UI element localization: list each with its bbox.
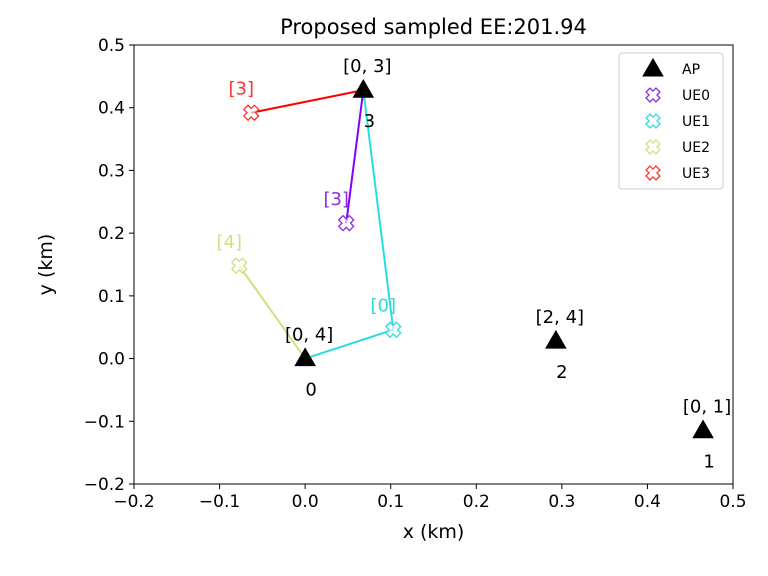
ue-point-ue3 — [242, 104, 260, 122]
ap-point-2 — [545, 329, 567, 349]
ue-label-ue0: [3] — [323, 189, 349, 210]
link-line-ue3-ap3 — [251, 89, 364, 114]
chart-title: Proposed sampled EE:201.94 — [280, 15, 587, 39]
y-tick-label: 0.1 — [98, 287, 125, 307]
y-tick-label: 0.5 — [98, 36, 125, 56]
ap-label-1: [0, 1] — [683, 397, 731, 418]
ap-point-3 — [352, 78, 375, 98]
ue-point-ue1 — [384, 321, 402, 339]
ap-point-1 — [692, 419, 714, 439]
ue-label-ue1: [0] — [371, 296, 397, 317]
legend: AP UE0 UE1 UE2 UE3 — [618, 52, 724, 190]
x-tick-label: 0.0 — [292, 492, 319, 512]
link-line-ue2-ap0 — [238, 265, 306, 360]
legend-box — [618, 52, 724, 190]
ap-id-2: 2 — [556, 362, 567, 383]
legend-label-ap: AP — [682, 62, 700, 78]
points — [230, 78, 714, 439]
plot-frame — [133, 44, 734, 485]
x-axis-ticks: −0.2 −0.1 0.0 0.1 0.2 0.3 0.4 0.5 — [113, 484, 747, 512]
link-line-ue0-ap3 — [345, 90, 365, 224]
y-tick-label: 0.3 — [98, 161, 125, 181]
y-axis-ticks: −0.2 −0.1 0.0 0.1 0.2 0.3 0.4 0.5 — [84, 36, 134, 495]
annotations: [0, 4] 0 [0, 1] 1 [2, 4] 2 [0, 3] 3 [3] [0] [4] [3] — [217, 56, 732, 473]
y-tick-label: 0.0 — [98, 350, 125, 370]
legend-ue3-marker — [645, 165, 661, 181]
ap-point-0 — [294, 347, 316, 367]
x-tick-label: 0.4 — [634, 492, 661, 512]
x-tick-label: 0.2 — [463, 492, 490, 512]
ap-label-3: [0, 3] — [343, 56, 391, 77]
x-tick-label: 0.3 — [548, 492, 575, 512]
ue-label-ue2: [4] — [217, 232, 243, 253]
legend-label-ue2: UE2 — [682, 140, 710, 156]
link-line-ue1-ap3 — [362, 90, 395, 330]
y-tick-label: −0.1 — [84, 412, 125, 432]
legend-label-ue1: UE1 — [682, 114, 710, 130]
x-axis-label: x (km) — [403, 521, 465, 543]
ap-id-0: 0 — [305, 380, 316, 401]
ap-label-0: [0, 4] — [285, 325, 333, 346]
y-tick-label: −0.2 — [84, 475, 125, 495]
y-axis-label: y (km) — [35, 234, 57, 296]
ap-label-2: [2, 4] — [536, 307, 584, 328]
legend-label-ue3: UE3 — [682, 166, 710, 182]
ap-id-3: 3 — [364, 111, 375, 132]
x-tick-label: 0.1 — [377, 492, 404, 512]
ue-point-ue2 — [230, 257, 248, 275]
y-tick-label: 0.2 — [98, 224, 125, 244]
link-line-ue1-ap0 — [304, 328, 394, 360]
legend-ue2-marker — [645, 139, 661, 155]
legend-ap-marker — [642, 57, 664, 77]
legend-ue1-marker — [645, 113, 661, 129]
x-tick-label: −0.2 — [113, 492, 154, 512]
legend-ue0-marker — [645, 87, 661, 103]
x-tick-label: 0.5 — [719, 492, 746, 512]
x-tick-label: −0.1 — [199, 492, 240, 512]
link-lines — [238, 89, 395, 360]
ap-id-1: 1 — [703, 452, 714, 473]
legend-label-ue0: UE0 — [682, 88, 710, 104]
ue-label-ue3: [3] — [228, 79, 254, 100]
y-tick-label: 0.4 — [98, 99, 125, 119]
ue-point-ue0 — [337, 214, 355, 232]
